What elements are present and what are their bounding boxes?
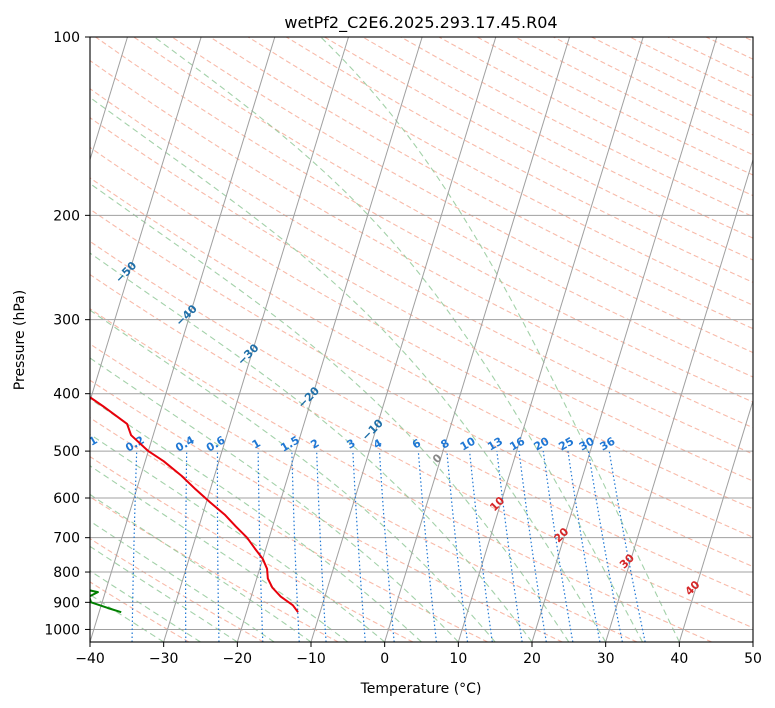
y-axis-ticks: 100 200 300 400 500 600 700 800 900 1000 [44,30,90,638]
x-tick-label: −30 [149,651,179,667]
temperature-line [90,396,299,613]
isotherm [678,399,753,642]
y-tick-label: 800 [53,565,80,581]
x-axis-label: Temperature (°C) [360,681,482,697]
dry-adiabat [90,273,753,629]
mixing-ratio-label: 0.1 [76,434,99,455]
x-tick-label: 50 [744,651,762,667]
isotherm [384,37,570,642]
profiles [90,396,299,614]
x-axis-ticks: −40 −30 −20 −10 0 10 20 30 40 50 [75,642,762,667]
mixing-ratio-line [468,451,493,642]
x-tick-label: 10 [449,651,467,667]
x-tick-label: 40 [670,651,688,667]
x-tick-label: 20 [523,651,541,667]
isotherm [236,37,423,642]
y-tick-label: 100 [53,30,80,46]
mixing-ratio-line [378,451,395,642]
mixing-ratio-line [608,451,646,642]
y-tick-label: 600 [53,491,80,507]
y-axis-label: Pressure (hPa) [12,290,28,390]
dry-adiabat [90,537,264,642]
mixing-ratio-line [496,451,523,642]
dry-adiabat [90,240,753,598]
mixing-ratio-line [542,451,574,642]
mixing-ratio-line [518,451,547,642]
isotherm [605,157,753,642]
moist-adiabat [154,37,643,642]
x-tick-label: −20 [223,651,253,667]
moist-adiabats [90,37,680,642]
dry-adiabat [90,177,753,538]
isotherm [90,37,128,162]
moist-adiabat [90,545,238,642]
isotherm [163,37,349,642]
isotherm [310,37,497,642]
x-tick-label: 30 [597,651,615,667]
y-tick-label: 400 [53,387,80,403]
x-tick-label: −40 [75,651,105,667]
dry-adiabat [95,37,753,403]
mixing-ratio-line [417,451,438,642]
x-tick-label: −10 [296,651,326,667]
moist-adiabat [90,96,607,642]
mixing-ratio-line [446,451,469,642]
dry-adiabat [209,37,753,330]
chart-title: wetPf2_C2E6.2025.293.17.45.R04 [284,13,557,33]
moist-adiabat [90,520,275,642]
y-tick-label: 1000 [44,622,80,638]
dry-adiabat [90,581,190,642]
moist-adiabat [90,398,422,642]
y-tick-label: 700 [53,531,80,547]
x-tick-label: 0 [380,651,389,667]
moist-adiabat [90,433,386,642]
isotherm [457,37,644,642]
moist-adiabat [90,309,496,642]
isotherms [90,37,753,642]
y-tick-label: 300 [53,313,80,329]
dry-adiabat [90,379,563,642]
dry-adiabat [90,146,753,510]
y-tick-label: 200 [53,208,80,224]
dry-adiabat [90,59,753,429]
plot-frame [89,36,754,643]
isotherm [90,37,202,403]
isotherm [531,37,718,642]
isotherm [90,37,276,642]
dry-adiabat [90,343,638,642]
y-tick-label: 500 [53,444,80,460]
dry-adiabat [171,37,753,354]
dry-adiabat [133,37,753,378]
moist-adiabat [90,182,570,642]
moist-adiabat [90,252,533,642]
y-tick-label: 900 [53,595,80,611]
moist-adiabat [320,37,680,642]
